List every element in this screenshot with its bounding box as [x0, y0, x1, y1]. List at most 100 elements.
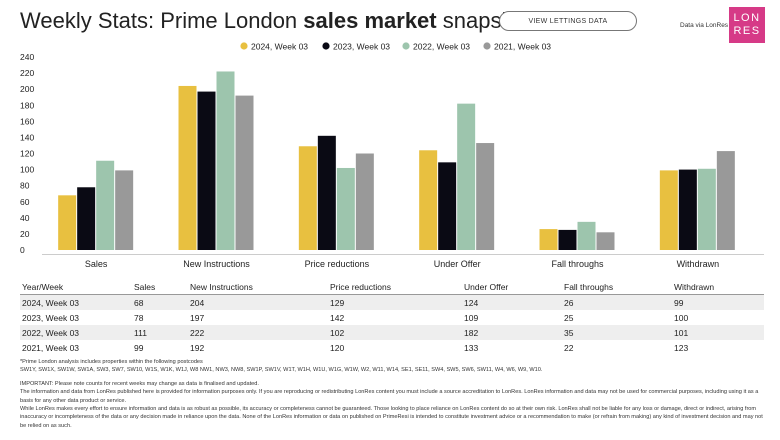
bar	[697, 168, 716, 250]
table-cell: 102	[328, 325, 462, 340]
bar	[457, 103, 476, 251]
footnotes: *Prime London analysis includes properti…	[20, 358, 770, 430]
table-cell: 129	[328, 294, 462, 310]
table-row: 2022, Week 03 111 222 102 182 35 101	[20, 325, 764, 340]
x-tick-label: Price reductions	[305, 259, 370, 269]
bar	[298, 146, 317, 250]
table-cell: 2024, Week 03	[20, 294, 132, 310]
bar	[539, 229, 558, 250]
table-row: 2023, Week 03 78 197 142 109 25 100	[20, 310, 764, 325]
bar	[197, 91, 216, 250]
table-cell: 133	[464, 342, 479, 353]
table-cell: 35	[562, 325, 672, 340]
y-tick-label: 120	[20, 149, 34, 159]
y-tick-label: 240	[20, 52, 34, 62]
table-cell: 2021, Week 03	[22, 342, 80, 353]
x-tick-label: Withdrawn	[677, 259, 720, 269]
table-cell: 192	[190, 342, 205, 353]
important-note: IMPORTANT: Please note counts for recent…	[20, 380, 259, 387]
title-light: Weekly Stats: Prime London	[20, 8, 304, 33]
logo-line-1: LON	[733, 12, 761, 24]
table-cell: 25	[564, 312, 574, 323]
table-row: 2021, Week 03 99 192 120 133 22 123	[20, 340, 764, 355]
legend-swatch	[483, 42, 491, 50]
table-cell: 120	[330, 342, 345, 353]
bar	[659, 170, 678, 250]
bar	[336, 167, 355, 250]
legend-label: 2023, Week 03	[333, 42, 390, 52]
bar	[678, 169, 697, 250]
bar	[235, 95, 254, 250]
table-cell: 99	[134, 342, 144, 353]
data-source-label: Data via LonRes	[680, 22, 729, 29]
postcodes-list: SW1Y, SW1X, SW1W, SW1A, SW3, SW7, SW10, …	[20, 367, 543, 374]
table-cell: 124	[462, 294, 562, 310]
y-tick-label: 20	[20, 229, 30, 239]
table-header-cell: Year/Week	[20, 279, 132, 295]
table-cell: 204	[188, 294, 328, 310]
table-cell: 222	[188, 325, 328, 340]
y-tick-label: 200	[20, 84, 34, 94]
table-header-cell: Fall throughs	[562, 279, 672, 295]
bar	[355, 153, 374, 250]
table-header-cell: Under Offer	[462, 279, 562, 295]
table-header-cell: New Instructions	[188, 279, 328, 295]
y-tick-label: 40	[20, 213, 30, 223]
x-tick-label: Under Offer	[434, 259, 481, 269]
bar	[96, 160, 115, 250]
y-tick-label: 160	[20, 116, 34, 126]
table-cell: 109	[464, 312, 479, 323]
x-tick-label: New Instructions	[183, 259, 250, 269]
postcodes-intro: *Prime London analysis includes properti…	[20, 359, 203, 365]
bar	[178, 85, 197, 250]
table-cell: 26	[562, 294, 672, 310]
table-cell: 2022, Week 03	[20, 325, 132, 340]
table-cell: 142	[330, 312, 345, 323]
table-row: 2024, Week 03 68 204 129 124 26 99	[20, 294, 764, 310]
table-cell: 100	[674, 312, 689, 323]
logo-line-2: RES	[733, 25, 761, 37]
bar	[558, 229, 577, 250]
bar	[216, 71, 235, 250]
title-bold: sales market	[303, 8, 437, 33]
x-tick-label: Sales	[85, 259, 108, 269]
bar	[419, 150, 438, 250]
table-cell: 22	[564, 342, 574, 353]
x-tick-label: Fall throughs	[551, 259, 604, 269]
table-cell: 111	[132, 325, 188, 340]
table-cell: 101	[672, 325, 764, 340]
stats-table: Year/Week Sales New Instructions Price redu…	[20, 279, 764, 355]
y-tick-label: 180	[20, 100, 34, 110]
bar	[438, 162, 457, 250]
legend-swatch	[322, 42, 330, 50]
legend-swatch	[240, 42, 248, 50]
table-header-cell: Sales	[132, 279, 188, 295]
legend-label: 2022, Week 03	[413, 42, 470, 52]
table-header-cell: Withdrawn	[672, 279, 764, 295]
bar-chart: 0 20 40 60 80 100 120 140 160 180 200 220 240 2024, W…	[20, 42, 764, 269]
legend-label: 2021, Week 03	[494, 42, 551, 52]
table-cell: 123	[674, 342, 689, 353]
bar	[716, 151, 735, 250]
y-tick-label: 60	[20, 197, 30, 207]
bar	[77, 187, 96, 250]
table-header-cell: Price reductions	[328, 279, 462, 295]
legend-swatch	[402, 42, 410, 50]
y-tick-label: 220	[20, 68, 34, 78]
bar	[115, 170, 134, 250]
disclaimer-2: While LonRes makes every effort to ensur…	[20, 406, 763, 429]
bar	[577, 221, 596, 250]
y-tick-label: 140	[20, 132, 34, 142]
table-cell: 2023, Week 03	[22, 312, 80, 323]
table-cell: 99	[672, 294, 764, 310]
bar	[317, 135, 336, 250]
y-tick-label: 100	[20, 165, 34, 175]
table-cell: 78	[134, 312, 144, 323]
legend-label: 2024, Week 03	[251, 42, 308, 52]
y-tick-label: 80	[20, 181, 30, 191]
table-cell: 197	[190, 312, 205, 323]
bar	[58, 195, 77, 250]
view-lettings-data-button[interactable]: VIEW LETTINGS DATA	[499, 11, 637, 31]
disclaimer-1: The information and data from LonRes pub…	[20, 389, 759, 404]
lonres-logo: LON RES	[729, 7, 765, 43]
